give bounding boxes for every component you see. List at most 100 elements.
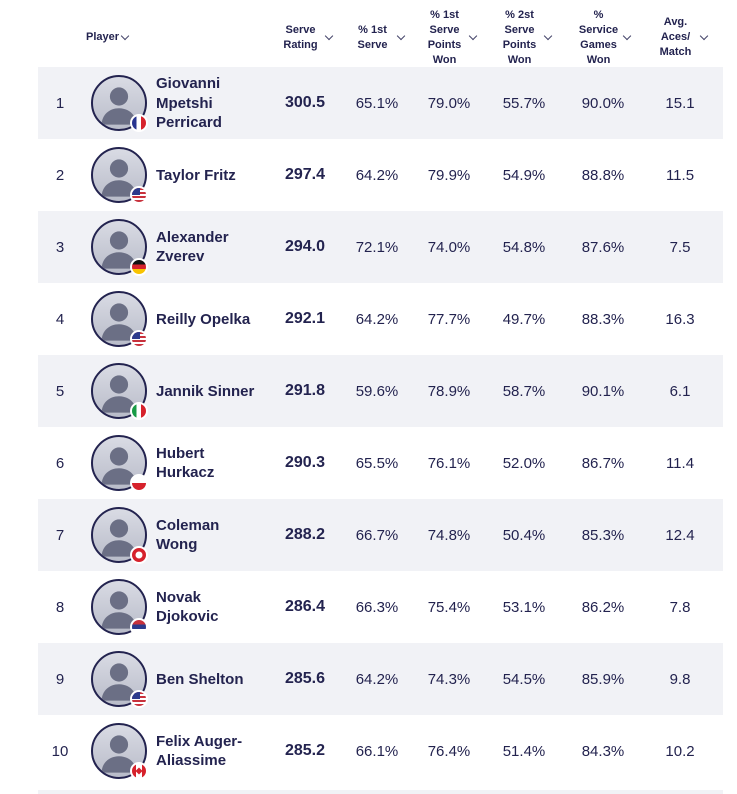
first-serve-value: 64.2% bbox=[355, 310, 399, 328]
second-serve-points-won-value: 49.7% bbox=[502, 310, 546, 328]
table-row: 4 Reilly Opelka 292.1 64.2% 77.7% 49.7% … bbox=[38, 283, 723, 355]
serve-rating-value: 286.4 bbox=[284, 598, 326, 616]
player-name[interactable]: Ben Shelton bbox=[156, 670, 244, 688]
avatar[interactable] bbox=[91, 291, 148, 349]
first-serve-points-won-value: 79.9% bbox=[427, 166, 471, 184]
column-header-first-serve-pct[interactable]: % 1st Serve bbox=[342, 23, 412, 53]
country-flag-icon bbox=[130, 618, 148, 637]
country-flag-icon bbox=[130, 690, 148, 709]
avg-aces-value: 16.3 bbox=[665, 310, 695, 328]
player-name[interactable]: Felix Auger-Aliassime bbox=[156, 732, 243, 770]
avatar[interactable] bbox=[91, 363, 148, 421]
avatar[interactable] bbox=[91, 219, 148, 277]
service-games-won-value: 90.0% bbox=[581, 94, 625, 112]
avatar[interactable] bbox=[91, 579, 148, 637]
serve-rating-value: 285.2 bbox=[284, 742, 326, 760]
player-photo-placeholder bbox=[101, 447, 137, 486]
avatar[interactable] bbox=[91, 651, 148, 709]
service-games-won-value: 88.3% bbox=[581, 310, 625, 328]
second-serve-points-won-value: 50.4% bbox=[502, 526, 546, 544]
player-name[interactable]: Giovanni Mpetshi Perricard bbox=[156, 75, 222, 132]
first-serve-points-won-value: 74.8% bbox=[427, 526, 471, 544]
serve-rating-value: 297.4 bbox=[284, 166, 326, 184]
avatar[interactable] bbox=[91, 435, 148, 493]
rank: 1 bbox=[55, 94, 65, 112]
second-serve-points-won-value: 53.1% bbox=[502, 598, 546, 616]
serve-rating-value: 291.8 bbox=[284, 382, 326, 400]
avatar[interactable] bbox=[91, 507, 148, 565]
player-photo-placeholder bbox=[101, 375, 137, 414]
serve-rating-value: 285.6 bbox=[284, 670, 326, 688]
rank: 5 bbox=[55, 382, 65, 400]
player-name[interactable]: Jannik Sinner bbox=[156, 382, 255, 400]
table-row: 9 Ben Shelton 285.6 64.2% 74.3% 54.5% 85… bbox=[38, 643, 723, 716]
column-header-label: % 1st Serve bbox=[357, 23, 388, 51]
table-row: 2 Taylor Fritz 297.4 64.2% 79.9% 54.9% 8… bbox=[38, 139, 723, 211]
first-serve-points-won-value: 74.3% bbox=[427, 670, 471, 688]
service-games-won-value: 90.1% bbox=[581, 382, 625, 400]
second-serve-points-won-value: 51.4% bbox=[502, 742, 546, 760]
serve-rating-value: 290.3 bbox=[284, 454, 326, 472]
column-header-avg-aces-per-match[interactable]: Avg. Aces/ Match bbox=[644, 15, 716, 60]
player-name[interactable]: Novak Djokovic bbox=[156, 588, 219, 626]
table-row: 5 Jannik Sinner 291.8 59.6% 78.9% 58.7% … bbox=[38, 355, 723, 428]
player-photo-placeholder bbox=[101, 231, 137, 270]
avg-aces-value: 12.4 bbox=[665, 526, 695, 544]
player-photo-placeholder bbox=[101, 87, 137, 126]
table-body: 1 Giovanni Mpetshi Perricard 300.5 65.1%… bbox=[38, 67, 723, 787]
rank: 2 bbox=[55, 166, 65, 184]
first-serve-value: 64.2% bbox=[355, 670, 399, 688]
service-games-won-value: 84.3% bbox=[581, 742, 625, 760]
player-name[interactable]: Taylor Fritz bbox=[156, 166, 236, 184]
country-flag-icon bbox=[130, 474, 148, 493]
service-games-won-value: 85.9% bbox=[581, 670, 625, 688]
player-name[interactable]: Alexander Zverev bbox=[156, 228, 229, 266]
player-name[interactable]: Coleman Wong bbox=[156, 516, 220, 554]
first-serve-value: 65.1% bbox=[355, 94, 399, 112]
column-header-label: Avg. Aces/ Match bbox=[659, 16, 692, 59]
rank: 10 bbox=[51, 742, 69, 760]
avatar[interactable] bbox=[91, 723, 148, 781]
table-header-row: Player Serve Rating % 1st Serve % 1st Serve… bbox=[38, 8, 723, 67]
player-name[interactable]: Hubert Hurkacz bbox=[156, 444, 215, 482]
first-serve-value: 64.2% bbox=[355, 166, 399, 184]
country-flag-icon bbox=[130, 546, 148, 565]
second-serve-points-won-value: 52.0% bbox=[502, 454, 546, 472]
rank: 6 bbox=[55, 454, 65, 472]
second-serve-points-won-value: 54.5% bbox=[502, 670, 546, 688]
service-games-won-value: 88.8% bbox=[581, 166, 625, 184]
chevron-down-icon bbox=[622, 31, 631, 41]
avg-aces-value: 9.8 bbox=[669, 670, 691, 688]
first-serve-points-won-value: 78.9% bbox=[427, 382, 471, 400]
serve-rating-value: 294.0 bbox=[284, 238, 326, 256]
country-flag-icon bbox=[130, 186, 148, 205]
column-header-service-games-won[interactable]: % Service Games Won bbox=[562, 8, 644, 67]
rank: 9 bbox=[55, 670, 65, 688]
column-header-serve-rating[interactable]: Serve Rating bbox=[268, 23, 342, 53]
second-serve-points-won-value: 54.8% bbox=[502, 238, 546, 256]
service-games-won-value: 86.2% bbox=[581, 598, 625, 616]
first-serve-points-won-value: 77.7% bbox=[427, 310, 471, 328]
country-flag-icon bbox=[130, 330, 148, 349]
column-header-label: % 1st Serve Points Won bbox=[427, 9, 462, 66]
service-games-won-value: 86.7% bbox=[581, 454, 625, 472]
table-row: 8 Novak Djokovic 286.4 66.3% 75.4% 53.1%… bbox=[38, 571, 723, 643]
rank: 7 bbox=[55, 526, 65, 544]
avg-aces-value: 7.5 bbox=[669, 238, 691, 256]
column-header-player[interactable]: Player bbox=[82, 30, 268, 45]
chevron-down-icon bbox=[699, 31, 708, 41]
avg-aces-value: 6.1 bbox=[669, 382, 691, 400]
country-flag-icon bbox=[130, 402, 148, 421]
column-header-label: Player bbox=[86, 31, 120, 44]
country-flag-icon bbox=[130, 258, 148, 277]
column-header-first-serve-points-won[interactable]: % 1st Serve Points Won bbox=[412, 8, 486, 67]
avatar[interactable] bbox=[91, 75, 148, 133]
avatar[interactable] bbox=[91, 147, 148, 205]
avg-aces-value: 11.5 bbox=[665, 166, 695, 184]
first-serve-points-won-value: 74.0% bbox=[427, 238, 471, 256]
column-header-second-serve-points-won[interactable]: % 2st Serve Points Won bbox=[486, 8, 562, 67]
table-row: 6 Hubert Hurkacz 290.3 65.5% 76.1% 52.0%… bbox=[38, 427, 723, 499]
first-serve-value: 66.1% bbox=[355, 742, 399, 760]
first-serve-points-won-value: 75.4% bbox=[427, 598, 471, 616]
player-name[interactable]: Reilly Opelka bbox=[156, 310, 251, 328]
